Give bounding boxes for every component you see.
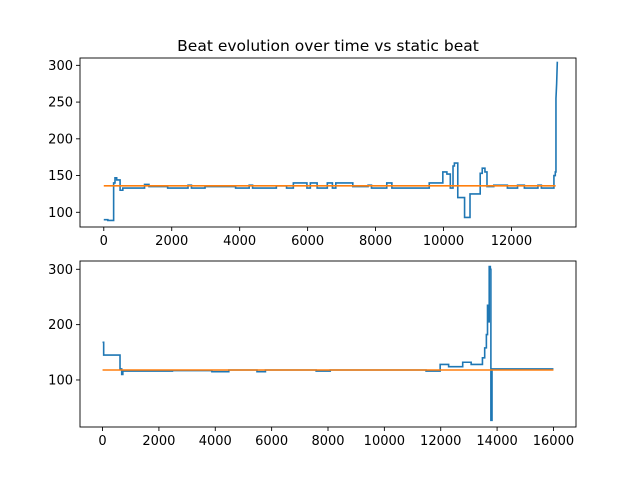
x-tick-label: 0 [98, 434, 106, 449]
y-tick-label: 200 [48, 318, 73, 333]
x-tick-label: 4000 [199, 434, 232, 449]
chart-top: 0 2000 4000 6000 8000 10000 12000 100 150 200 250 3… [48, 57, 577, 249]
x-tick-label: 2000 [142, 434, 175, 449]
x-tick-label: 14000 [476, 434, 517, 449]
y-tick-label: 200 [48, 132, 73, 147]
axes-frame-1 [79, 260, 577, 428]
x-tick-label: 10000 [364, 434, 405, 449]
x-tick-label: 8000 [311, 434, 344, 449]
x-tick-label: 12000 [420, 434, 461, 449]
y-tick-label: 100 [48, 206, 73, 221]
x-tick-label: 10000 [423, 234, 464, 249]
x-tick-label: 8000 [359, 234, 392, 249]
chart-bottom: 0 2000 4000 6000 8000 10000 12000 14000 16000 100… [48, 260, 577, 449]
chart-title: Beat evolution over time vs static beat [177, 37, 479, 55]
y-tick-label: 100 [48, 373, 73, 388]
x-tick-label: 0 [100, 234, 108, 249]
y-tick-label: 300 [48, 59, 73, 74]
y-tick-label: 150 [48, 169, 73, 184]
x-tick-label: 16000 [533, 434, 574, 449]
x-tick-label: 4000 [223, 234, 256, 249]
x-tick-label: 6000 [255, 434, 288, 449]
x-tick-label: 6000 [291, 234, 324, 249]
axes-frame-0 [79, 57, 577, 228]
x-tick-label: 2000 [155, 234, 188, 249]
y-tick-label: 300 [48, 263, 73, 278]
beat-evolution-line-0 [103, 61, 559, 222]
x-tick-label: 12000 [491, 234, 532, 249]
y-tick-label: 250 [48, 96, 73, 111]
beat-evolution-line-1 [102, 265, 554, 422]
